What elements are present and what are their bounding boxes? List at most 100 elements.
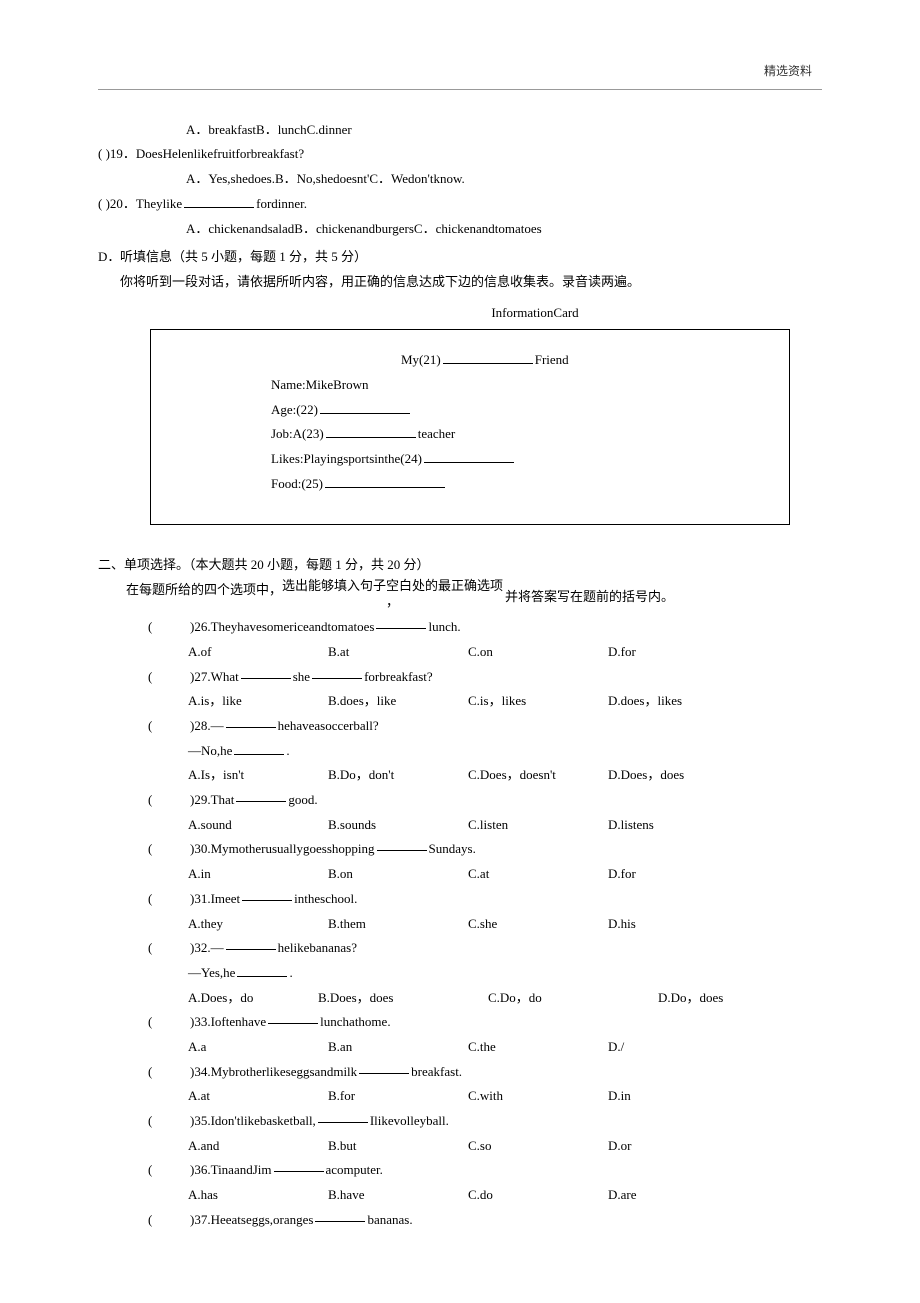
question-33: ()33.Ioftenhavelunchathome. xyxy=(98,1010,822,1035)
question-37: ()37.Heeatseggs,orangesbananas. xyxy=(98,1208,822,1233)
stem-blank xyxy=(274,1158,324,1172)
paren-open: ( xyxy=(148,1208,156,1233)
opt-c: C.on xyxy=(468,640,608,665)
stem-pre: )30.Mymotherusuallygoesshopping xyxy=(190,837,375,862)
opt-c: C.with xyxy=(468,1084,608,1109)
card-line-6: Food:(25) xyxy=(271,472,779,497)
opt-a: A.at xyxy=(188,1084,328,1109)
header-watermark: 精选资料 xyxy=(98,60,822,83)
card-blank-23 xyxy=(326,424,416,438)
section-d-body: 听填信息（共 5 小题，每题 1 分，共 5 分） 你将听到一段对话，请依据所听… xyxy=(120,245,640,294)
stem-blank xyxy=(376,615,426,629)
opt-a: A.a xyxy=(188,1035,328,1060)
section-two-intro: 在每题所给的四个选项中， 选出能够填入句子空白处的最正确选项 ， 并将答案写在题… xyxy=(98,578,822,609)
opt-d: D.in xyxy=(608,1084,748,1109)
card-line1-pre: My(21) xyxy=(401,352,441,367)
opt-b: B.on xyxy=(328,862,468,887)
opt-b: B.for xyxy=(328,1084,468,1109)
section-two: 二、单项选择。（本大题共 20 小题，每题 1 分，共 20 分） 在每题所给的… xyxy=(98,553,822,1232)
card-line-2: Name:MikeBrown xyxy=(271,373,779,398)
card-line-5: Likes:Playingsportsinthe(24) xyxy=(271,447,779,472)
intro-mid-bot: ， xyxy=(386,594,399,609)
mcq-list: ()26.Theyhavesomericeandtomatoeslunch.A.… xyxy=(98,615,822,1232)
sub-pre: —No,he xyxy=(188,743,232,758)
stem-post: lunchathome. xyxy=(320,1010,390,1035)
opt-a: A.has xyxy=(188,1183,328,1208)
sub-pre: —Yes,he xyxy=(188,965,235,980)
opt-a: A.is，like xyxy=(188,689,328,714)
stem-blank xyxy=(241,665,291,679)
question-30-options: A.inB.onC.atD.for xyxy=(98,862,822,887)
question-36-options: A.hasB.haveC.doD.are xyxy=(98,1183,822,1208)
intro-mid: 选出能够填入句子空白处的最正确选项 ， xyxy=(282,578,503,609)
stem-post: Ilikevolleyball. xyxy=(370,1109,449,1134)
stem-post: forbreakfast? xyxy=(364,665,433,690)
stem-post: helikebananas? xyxy=(278,936,357,961)
section-d-title: 听填信息（共 5 小题，每题 1 分，共 5 分） xyxy=(120,245,640,270)
opt-c: C.do xyxy=(468,1183,608,1208)
stem-post: good. xyxy=(288,788,317,813)
opt-a: A.Is，isn't xyxy=(188,763,328,788)
paren-close xyxy=(156,665,190,690)
question-31-options: A.theyB.themC.sheD.his xyxy=(98,912,822,937)
opt-a: A.in xyxy=(188,862,328,887)
opt-a: A.they xyxy=(188,912,328,937)
stem-blank xyxy=(268,1010,318,1024)
question-35: ()35.Idon'tlikebasketball,Ilikevolleybal… xyxy=(98,1109,822,1134)
stem-post: intheschool. xyxy=(294,887,357,912)
question-31: ()31.Imeetintheschool. xyxy=(98,887,822,912)
stem-pre: )29.That xyxy=(190,788,234,813)
card-line5-pre: Likes:Playingsportsinthe(24) xyxy=(271,451,422,466)
stem-pre: )28.— xyxy=(190,714,224,739)
card-blank-22 xyxy=(320,400,410,414)
paren-open: ( xyxy=(148,936,156,961)
stem-pre: )36.TinaandJim xyxy=(190,1158,272,1183)
paren-open: ( xyxy=(148,1060,156,1085)
paren-open: ( xyxy=(148,714,156,739)
card-line-3: Age:(22) xyxy=(271,398,779,423)
stem-mid: she xyxy=(293,665,310,690)
stem-blank xyxy=(315,1208,365,1222)
opt-a: A.and xyxy=(188,1134,328,1159)
opt-b: B.Does，does xyxy=(318,986,488,1011)
paren-close xyxy=(156,615,190,640)
section-two-title: 二、单项选择。（本大题共 20 小题，每题 1 分，共 20 分） xyxy=(98,553,822,578)
paren-close xyxy=(156,1010,190,1035)
opt-b: B.an xyxy=(328,1035,468,1060)
card-line1-post: Friend xyxy=(535,352,569,367)
question-32: ()32.—helikebananas? xyxy=(98,936,822,961)
opt-c: C.is，likes xyxy=(468,689,608,714)
question-34: ( )34.Mybrotherlikeseggsandmilk breakfast. xyxy=(98,1060,822,1085)
paren-open: ( xyxy=(148,1109,156,1134)
stem-post: hehaveasoccerball? xyxy=(278,714,379,739)
stem-post: Sundays. xyxy=(429,837,476,862)
question-26-options: A.ofB.atC.onD.for xyxy=(98,640,822,665)
card-line-1: My(21) Friend xyxy=(271,348,779,373)
card-line3-pre: Age:(22) xyxy=(271,402,318,417)
paren-open: ( xyxy=(148,615,156,640)
card-line4-post: teacher xyxy=(418,426,456,441)
opt-b: B.sounds xyxy=(328,813,468,838)
sub-blank xyxy=(234,741,284,755)
opt-a: A.of xyxy=(188,640,328,665)
opt-c: C.listen xyxy=(468,813,608,838)
opt-b: B.does，like xyxy=(328,689,468,714)
paren-open: ( xyxy=(148,1158,156,1183)
question-29: ()29.Thatgood. xyxy=(98,788,822,813)
opt-c: C.she xyxy=(468,912,608,937)
section-d-intro: 你将听到一段对话，请依据所听内容，用正确的信息达成下边的信息收集表。录音读两遍。 xyxy=(120,270,640,295)
stem-pre: )34.Mybrotherlikeseggsandmilk xyxy=(190,1060,357,1085)
stem-blank xyxy=(242,887,292,901)
paren-close xyxy=(156,714,190,739)
stem-post: breakfast. xyxy=(411,1060,462,1085)
q20-post: fordinner. xyxy=(256,196,307,211)
paren-close xyxy=(156,1109,190,1134)
opt-c: C.the xyxy=(468,1035,608,1060)
question-28-options: A.Is，isn'tB.Do，don'tC.Does，doesn'tD.Does… xyxy=(98,763,822,788)
opt-c: C.Do，do xyxy=(488,986,658,1011)
question-32-options: A.Does，doB.Does，doesC.Do，doD.Do，does xyxy=(98,986,822,1011)
q20-options: A．chickenandsaladB．chickenandburgersC．ch… xyxy=(98,217,822,242)
stem-blank xyxy=(377,837,427,851)
stem-blank xyxy=(226,936,276,950)
question-34-options: A.atB.forC.withD.in xyxy=(98,1084,822,1109)
